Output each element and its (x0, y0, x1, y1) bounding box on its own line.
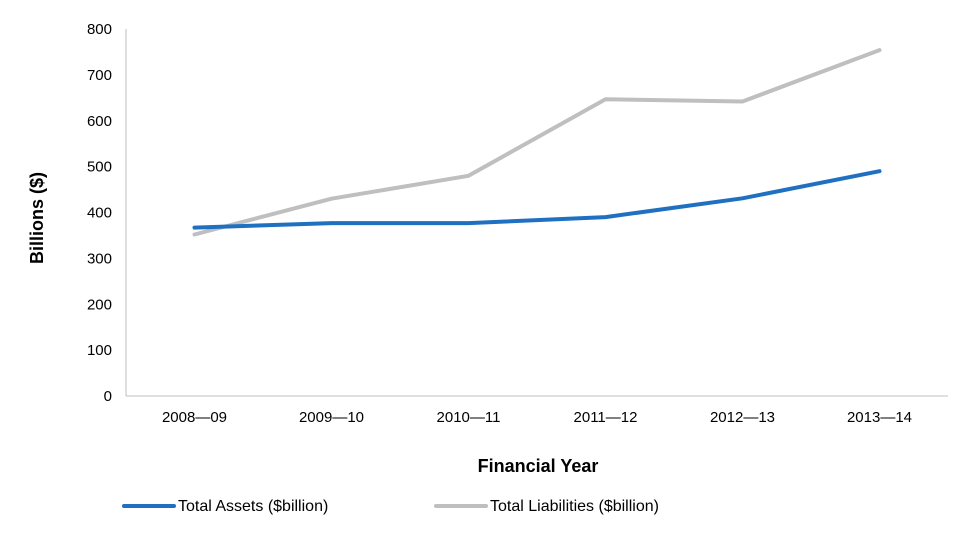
y-tick-label: 0 (104, 388, 112, 405)
legend: Total Assets ($billion) Total Liabilities… (122, 498, 659, 515)
x-tick-label: 2012—13 (710, 409, 775, 426)
legend-label: Total Liabilities ($billion) (490, 498, 659, 515)
series-line-total-liabilities (192, 48, 882, 237)
y-axis-title: Billions ($) (27, 172, 47, 264)
x-tick-label: 2013—14 (847, 409, 912, 426)
x-tick-labels: 2008—09 2009—10 2010—11 2011—12 2012—13 2013—… (162, 409, 912, 426)
x-tick-label: 2010—11 (437, 409, 501, 426)
y-tick-label: 300 (87, 250, 112, 267)
y-tick-label: 600 (87, 113, 112, 130)
series-line-total-assets (192, 169, 882, 230)
legend-item: Total Liabilities ($billion) (434, 498, 659, 515)
legend-label: Total Assets ($billion) (178, 498, 328, 515)
y-tick-label: 500 (87, 159, 112, 176)
y-tick-labels: 0 100 200 300 400 500 600 700 800 (87, 21, 112, 405)
x-tick-label: 2009—10 (299, 409, 364, 426)
y-tick-label: 800 (87, 21, 112, 38)
x-tick-label: 2011—12 (574, 409, 638, 426)
y-tick-label: 100 (87, 342, 112, 359)
x-axis-title: Financial Year (478, 456, 599, 476)
x-tick-label: 2008—09 (162, 409, 227, 426)
series-lines (192, 48, 882, 237)
y-tick-label: 700 (87, 67, 112, 84)
y-tick-label: 200 (87, 296, 112, 313)
axes (125, 29, 948, 397)
y-tick-label: 400 (87, 205, 112, 222)
legend-item: Total Assets ($billion) (122, 498, 328, 515)
